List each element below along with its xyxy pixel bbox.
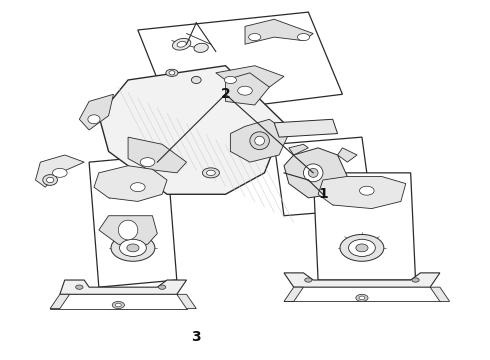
- Ellipse shape: [169, 71, 175, 75]
- Polygon shape: [284, 148, 347, 198]
- Ellipse shape: [305, 278, 312, 282]
- Ellipse shape: [118, 220, 138, 240]
- Ellipse shape: [297, 33, 310, 41]
- Ellipse shape: [172, 39, 191, 50]
- Polygon shape: [284, 273, 440, 287]
- Ellipse shape: [202, 168, 220, 178]
- Ellipse shape: [177, 41, 186, 47]
- Ellipse shape: [166, 69, 178, 76]
- Polygon shape: [177, 294, 196, 309]
- Ellipse shape: [112, 301, 124, 309]
- Ellipse shape: [238, 86, 252, 95]
- Ellipse shape: [308, 168, 318, 177]
- Ellipse shape: [120, 239, 147, 256]
- Ellipse shape: [412, 278, 419, 282]
- Polygon shape: [94, 166, 167, 202]
- Polygon shape: [225, 73, 270, 105]
- Polygon shape: [35, 155, 84, 187]
- Ellipse shape: [159, 285, 166, 289]
- Ellipse shape: [255, 136, 265, 145]
- Polygon shape: [99, 216, 157, 244]
- Polygon shape: [430, 287, 450, 301]
- Polygon shape: [50, 294, 70, 309]
- Polygon shape: [284, 287, 303, 301]
- Polygon shape: [79, 94, 114, 130]
- Polygon shape: [60, 280, 187, 294]
- Polygon shape: [128, 137, 187, 173]
- Text: 3: 3: [192, 330, 201, 344]
- Ellipse shape: [206, 170, 215, 176]
- Polygon shape: [245, 19, 313, 44]
- Polygon shape: [216, 66, 284, 87]
- Ellipse shape: [250, 132, 270, 150]
- Ellipse shape: [88, 115, 100, 124]
- Polygon shape: [289, 144, 308, 155]
- Ellipse shape: [359, 296, 365, 300]
- Ellipse shape: [75, 285, 83, 289]
- Ellipse shape: [194, 43, 208, 53]
- Polygon shape: [230, 119, 289, 162]
- Ellipse shape: [47, 177, 54, 183]
- Polygon shape: [318, 176, 406, 208]
- Ellipse shape: [340, 234, 384, 261]
- Text: 1: 1: [318, 187, 328, 201]
- Polygon shape: [313, 173, 416, 280]
- Ellipse shape: [356, 294, 368, 301]
- Polygon shape: [274, 137, 372, 216]
- Ellipse shape: [130, 183, 145, 192]
- Ellipse shape: [360, 186, 374, 195]
- Polygon shape: [89, 155, 177, 287]
- Ellipse shape: [140, 158, 155, 167]
- Ellipse shape: [111, 234, 155, 261]
- Ellipse shape: [224, 76, 237, 84]
- Text: 2: 2: [220, 87, 230, 101]
- Ellipse shape: [116, 303, 121, 307]
- Ellipse shape: [43, 175, 57, 185]
- Polygon shape: [338, 148, 357, 162]
- Ellipse shape: [248, 33, 261, 41]
- Ellipse shape: [52, 168, 67, 177]
- Polygon shape: [274, 119, 338, 137]
- Ellipse shape: [303, 164, 323, 182]
- Ellipse shape: [127, 244, 139, 252]
- Polygon shape: [99, 66, 284, 194]
- Ellipse shape: [348, 239, 375, 256]
- Polygon shape: [138, 12, 343, 116]
- Ellipse shape: [192, 76, 201, 84]
- Ellipse shape: [356, 244, 368, 252]
